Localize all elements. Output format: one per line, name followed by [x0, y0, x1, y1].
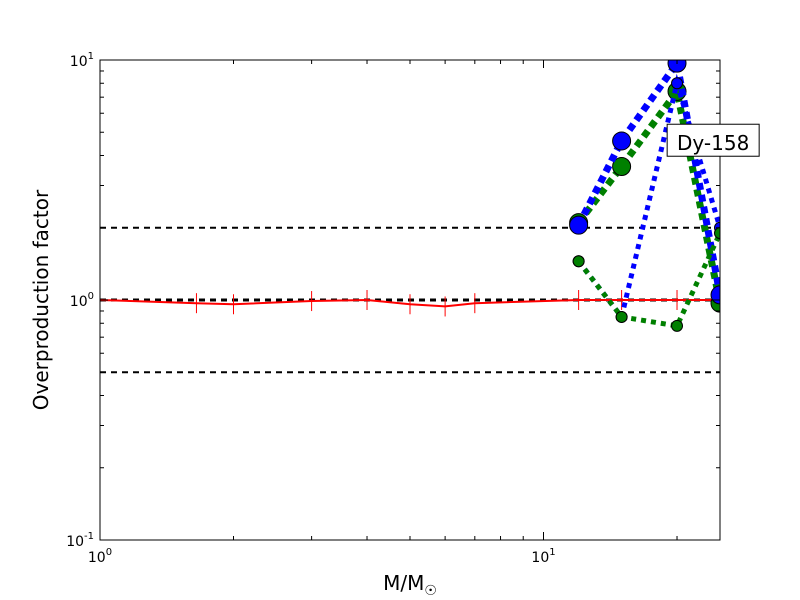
series-4-point-0 [572, 255, 585, 268]
y-tick-label-2: 101 [70, 51, 94, 70]
series-layer [100, 60, 720, 332]
series-4-point-2 [671, 319, 684, 332]
series-1-point-1 [612, 156, 632, 176]
x-tick-label-1: 101 [531, 547, 555, 566]
series-2-point-1 [612, 131, 632, 151]
series-4-point-3 [714, 227, 720, 240]
y-tick-label-0: 10-1 [66, 531, 94, 550]
x-axis-label: M/M☉ [383, 571, 437, 599]
x-tick-label-0: 100 [88, 547, 112, 566]
annotation-box [666, 123, 760, 157]
series-3-line [576, 73, 720, 323]
series-2-point-3 [710, 285, 720, 305]
y-tick-label-1: 100 [70, 291, 94, 310]
series-3-point-2 [671, 77, 684, 90]
series-0-line [100, 298, 720, 308]
series-2-point-0 [569, 215, 589, 235]
y-axis-label: Overproduction factor [29, 189, 53, 410]
series-2-point-2 [667, 60, 687, 73]
series-4-point-1 [615, 310, 628, 323]
plot-frame [99, 59, 721, 541]
annotation-label: Dy-158 [677, 131, 749, 155]
annotation: Dy-158 [666, 123, 760, 157]
